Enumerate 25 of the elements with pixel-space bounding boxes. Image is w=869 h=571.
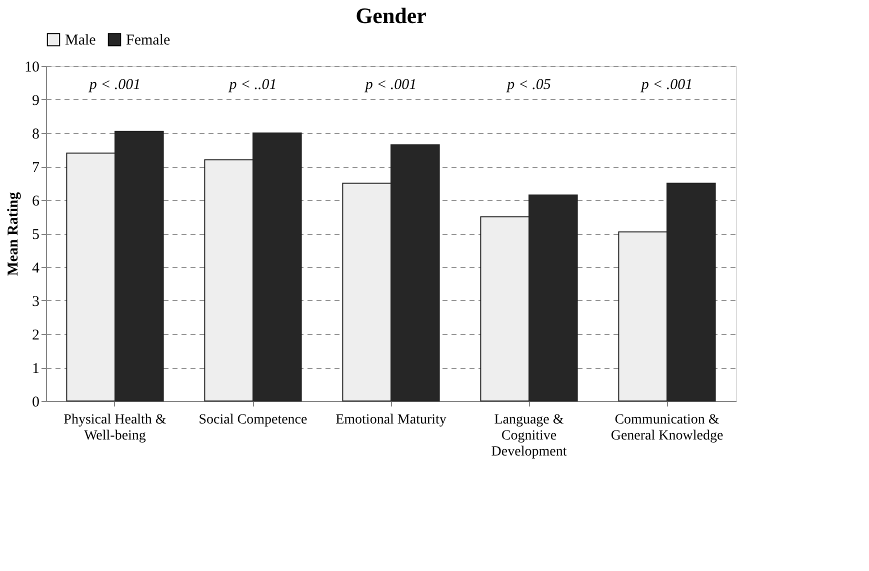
chart-title: Gender [356, 3, 427, 28]
y-tick-label: 3 [32, 294, 40, 310]
x-tick-label: Language & Cognitive Development [491, 412, 567, 460]
y-axis-title: Mean Rating [6, 192, 22, 276]
y-tick-label: 9 [32, 93, 40, 109]
y-tick-label: 0 [32, 394, 40, 410]
annotation: p < ..01 [228, 77, 277, 93]
y-tick-label: 5 [32, 227, 40, 243]
y-tick-label: 1 [32, 361, 40, 377]
x-tick-label: Emotional Maturity [336, 412, 446, 428]
y-tick-label: 6 [32, 194, 40, 210]
annotation: p < .05 [506, 77, 552, 93]
x-tick-label: Physical Health & Well-being [64, 412, 166, 444]
x-tick-label: Social Competence [198, 412, 308, 428]
y-tick-label: 7 [32, 160, 40, 176]
y-tick-label: 4 [32, 260, 40, 276]
legend-label: Female [126, 32, 170, 49]
x-tick-label: Communication & General Knowledge [610, 412, 724, 444]
y-tick-label: 2 [32, 328, 40, 344]
annotation: p < .001 [364, 77, 417, 93]
y-tick-label: 10 [24, 60, 40, 76]
annotation: p < .001 [640, 77, 693, 93]
annotation: p < .001 [88, 77, 141, 93]
legend-label: Male [65, 32, 96, 49]
y-tick-label: 8 [32, 126, 40, 142]
